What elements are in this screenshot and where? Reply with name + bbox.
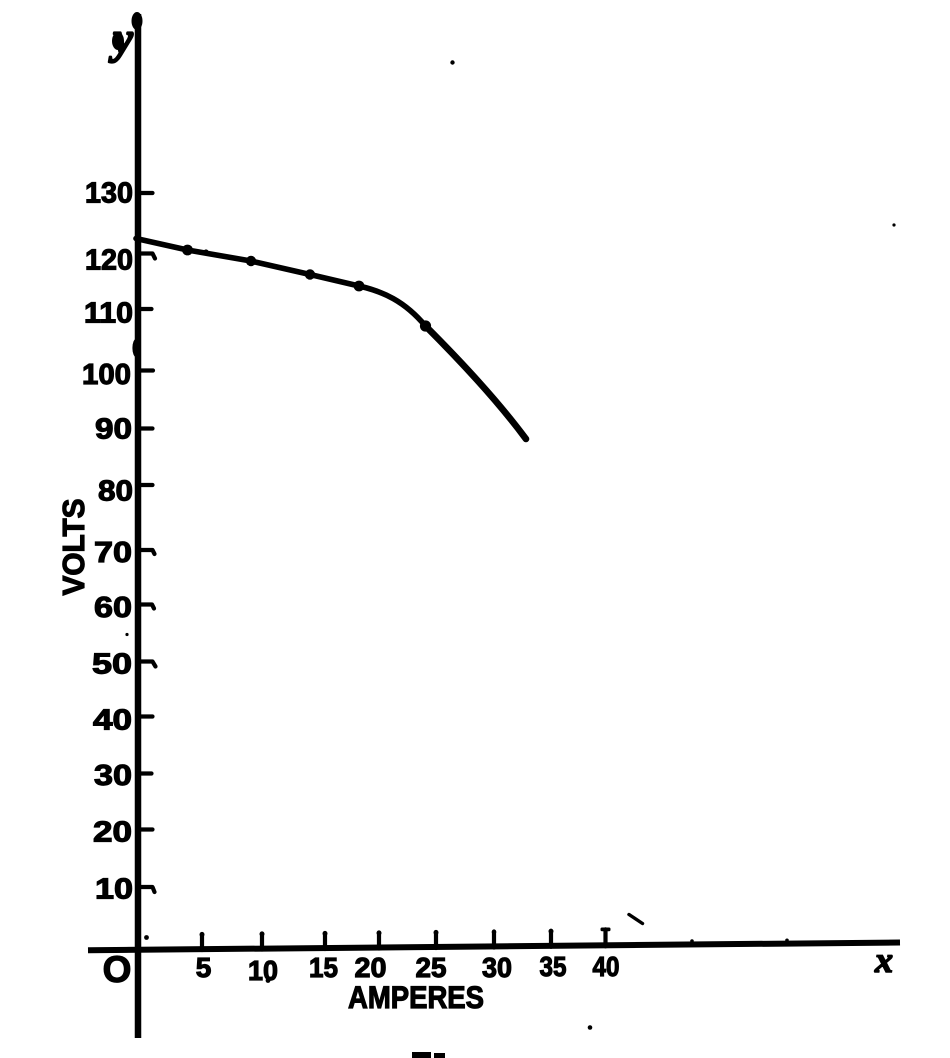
svg-text:90: 90 [95, 414, 132, 446]
svg-text:20: 20 [355, 952, 387, 983]
svg-text:25: 25 [416, 952, 447, 983]
svg-text:30: 30 [482, 952, 512, 983]
svg-text:80: 80 [98, 476, 133, 508]
svg-text:5: 5 [196, 952, 212, 983]
svg-text:15: 15 [309, 952, 338, 983]
svg-text:100: 100 [82, 359, 131, 391]
svg-text:40: 40 [593, 951, 620, 982]
svg-text:AMPERES: AMPERES [348, 979, 484, 1015]
svg-text:110: 110 [84, 298, 133, 330]
svg-text:50: 50 [92, 649, 132, 681]
svg-text:10: 10 [248, 955, 278, 986]
svg-text:10: 10 [95, 874, 133, 906]
svg-text:35: 35 [540, 951, 567, 982]
svg-text:x: x [874, 940, 893, 980]
svg-text:70: 70 [94, 537, 132, 569]
svg-text:40: 40 [93, 705, 132, 737]
svg-text:60: 60 [94, 592, 132, 624]
svg-text:30: 30 [94, 760, 132, 792]
svg-text:20: 20 [93, 817, 132, 849]
svg-text:O: O [103, 949, 132, 990]
svg-text:120: 120 [85, 245, 133, 277]
svg-text:130: 130 [85, 178, 133, 210]
svg-text:VOLTS: VOLTS [56, 499, 91, 596]
